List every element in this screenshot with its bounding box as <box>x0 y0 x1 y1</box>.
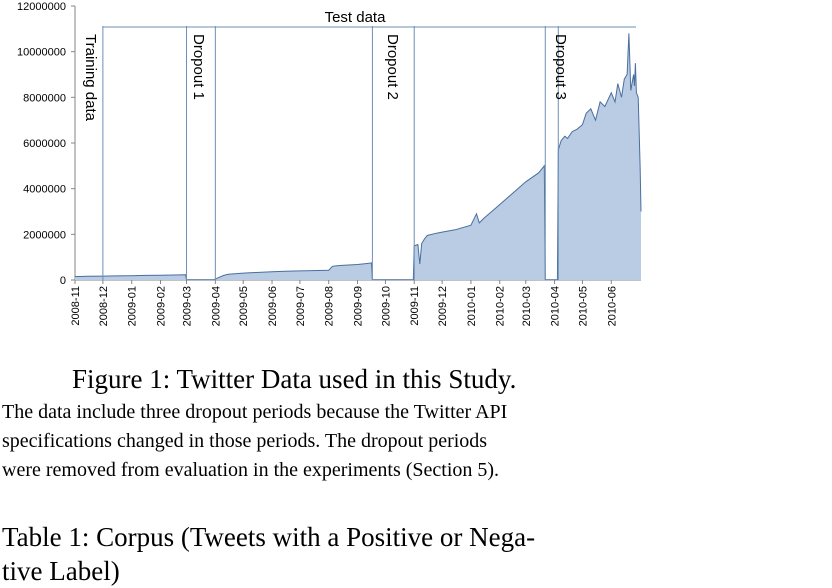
figure-caption: Figure 1: Twitter Data used in this Stud… <box>72 364 517 394</box>
period-dividers <box>102 26 636 280</box>
data-series-area <box>74 33 642 281</box>
y-axis-tick-labels: 12000000 10000000 8000000 6000000 4000000 200… <box>17 1 66 287</box>
x-tick-label: 2009-05 <box>238 286 250 326</box>
figure-description-line: The data include three dropout periods b… <box>2 401 508 423</box>
x-tick-label: 2009-01 <box>127 286 139 326</box>
figure-description-line: were removed from evaluation in the expe… <box>2 459 500 481</box>
y-tick-label: 6000000 <box>23 138 66 150</box>
table-caption-line: tive Label) <box>2 556 120 586</box>
series-line <box>74 33 642 281</box>
period-labels: Test data Training data Dropout 1 Dropout 2… <box>82 9 569 122</box>
dropout-3-label: Dropout 3 <box>552 34 569 100</box>
x-axis-tick-labels: 2008-11 2008-12 2009-01 2009-02 2009-03 2009-… <box>70 286 618 326</box>
dropout-1-label: Dropout 1 <box>190 34 207 100</box>
x-tick-label: 2010-05 <box>577 286 589 326</box>
y-tick-label: 8000000 <box>23 92 66 104</box>
x-tick-label: 2010-06 <box>606 286 618 326</box>
x-tick-label: 2009-09 <box>353 286 365 326</box>
x-tick-label: 2009-07 <box>295 286 307 326</box>
x-tick-label: 2009-08 <box>324 286 336 326</box>
y-tick-label: 2000000 <box>23 229 66 241</box>
dropout-2-label: Dropout 2 <box>384 34 401 100</box>
y-tick-label: 4000000 <box>23 184 66 196</box>
figure-description: The data include three dropout periods b… <box>2 398 662 485</box>
table-caption: Table 1: Corpus (Tweets with a Positive … <box>2 520 662 588</box>
x-tick-label: 2010-04 <box>550 286 562 326</box>
x-tick-label: 2009-10 <box>380 286 392 326</box>
x-tick-label: 2009-04 <box>210 286 222 326</box>
x-tick-label: 2010-02 <box>495 286 507 326</box>
x-tick-label: 2010-03 <box>521 286 533 326</box>
table-caption-line: Table 1: Corpus (Tweets with a Positive … <box>2 522 536 552</box>
x-tick-label: 2010-01 <box>466 286 478 326</box>
test-data-label: Test data <box>325 9 387 26</box>
x-tick-label: 2009-11 <box>409 286 421 326</box>
x-tick-label: 2008-11 <box>70 286 82 326</box>
figure-description-line: specifications changed in those periods.… <box>2 430 488 452</box>
x-tick-label: 2009-02 <box>156 286 168 326</box>
y-tick-label: 0 <box>60 275 66 287</box>
series-area-fill <box>75 33 641 281</box>
y-tick-label: 12000000 <box>17 1 66 13</box>
x-tick-label: 2009-12 <box>437 286 449 326</box>
twitter-data-chart: 12000000 10000000 8000000 6000000 4000000 200… <box>17 1 642 326</box>
x-tick-label: 2009-03 <box>182 286 194 326</box>
x-tick-label: 2009-06 <box>267 286 279 326</box>
y-tick-label: 10000000 <box>17 47 66 59</box>
x-tick-label: 2008-12 <box>98 286 110 326</box>
training-data-label: Training data <box>82 34 99 122</box>
